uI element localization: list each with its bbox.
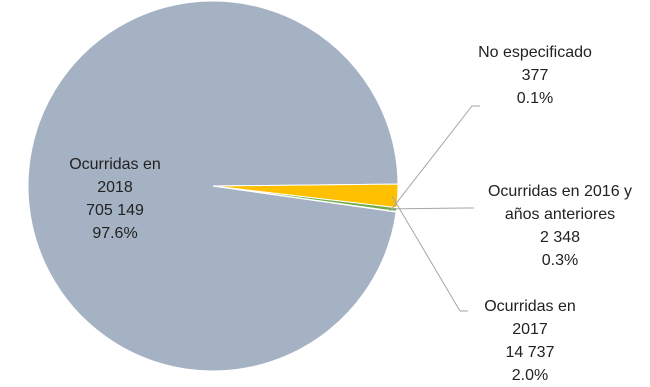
slice-percent-2017: 2.0% — [511, 367, 549, 384]
slice-label-2016-line2: años anteriores — [504, 206, 616, 223]
leader-lines — [389, 105, 480, 312]
slice-value-2016: 2 348 — [539, 229, 581, 246]
leader-line-2017 — [391, 195, 468, 312]
slice-value-2017: 14 737 — [505, 344, 555, 361]
slice-label-2016: Ocurridas en 2016 y años anteriores 2 34… — [470, 180, 650, 272]
pie-slice-no-especificado — [212, 185, 397, 213]
slice-label-2018-line2: 2018 — [97, 179, 133, 196]
slice-value-no-especificado: 377 — [521, 67, 549, 84]
slice-label-2017: Ocurridas en 2017 14 737 2.0% — [455, 295, 605, 387]
slice-label-no-especificado: No especificado 377 0.1% — [440, 41, 630, 110]
slice-value-2018: 705 149 — [86, 202, 144, 219]
slice-label-2017-line1: Ocurridas en — [484, 298, 576, 315]
slice-percent-no-especificado: 0.1% — [516, 90, 554, 107]
slice-label-2018-line1: Ocurridas en — [69, 156, 161, 173]
pie-slices — [27, 0, 399, 372]
leader-line-2016 — [390, 207, 474, 210]
slice-label-2017-line2: 2017 — [512, 321, 548, 338]
slice-percent-2018: 97.6% — [92, 225, 138, 242]
slice-label-2018: Ocurridas en 2018 705 149 97.6% — [40, 153, 190, 245]
slice-label-2016-line1: Ocurridas en 2016 y — [487, 183, 633, 200]
slice-label-no-especificado-line1: No especificado — [478, 44, 592, 61]
leader-line-no-especificado — [389, 105, 480, 212]
slice-percent-2016: 0.3% — [541, 252, 579, 269]
